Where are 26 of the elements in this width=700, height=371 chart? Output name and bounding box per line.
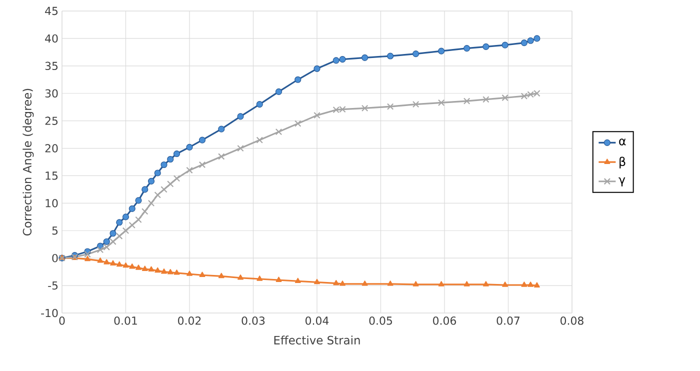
y-tick-label: 10 [46,199,58,208]
legend-label: β [620,156,626,168]
y-axis-title: Correction Angle (degree) [22,88,34,236]
x-tick-label: 0.06 [433,316,456,325]
x-tick-label: 0 [59,316,65,325]
x-tick-label: 0.04 [306,316,329,325]
y-tick-label: -5 [48,281,58,290]
y-tick-label: 35 [45,62,58,70]
y-tick-label: 45 [45,6,58,16]
x-tick-label: 0.08 [560,316,584,325]
y-tick-label: 5 [52,226,58,235]
y-tick-label: 25 [45,116,58,125]
y-tick-label: 40 [45,34,58,43]
legend-label: γ [618,177,626,186]
y-tick-label: 30 [45,89,58,98]
y-tick-label: 20 [45,144,58,152]
x-axis-title: Effective Strain [274,336,360,344]
y-tick-label: 15 [46,172,58,180]
x-tick-label: 0.01 [114,316,137,325]
x-tick-label: 0.07 [496,316,520,325]
legend-label: α [619,138,626,146]
y-tick-label: 0 [52,254,58,262]
x-tick-label: 0.03 [242,316,265,325]
x-tick-label: 0.05 [369,316,392,325]
y-tick-label: -10 [41,308,58,318]
x-tick-label: 0.02 [178,316,201,325]
